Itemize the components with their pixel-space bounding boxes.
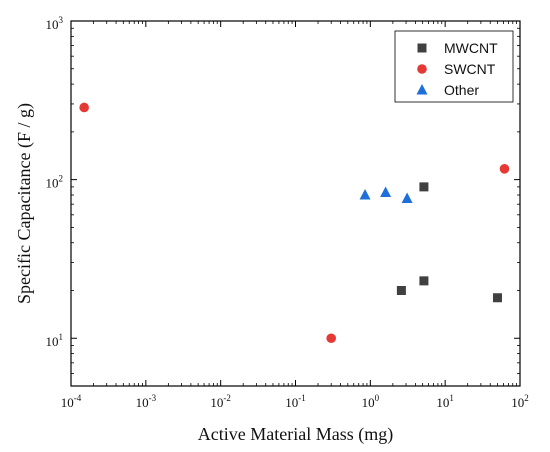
other-point [380,186,392,197]
legend-label-other: Other [444,82,479,98]
legend-label-mwcnt: MWCNT [444,40,498,56]
data-points [79,102,510,344]
x-tick-label: 10-3 [136,393,157,410]
x-tick-label: 10-4 [61,393,82,410]
legend-marker-mwcnt [417,43,427,53]
y-axis-label: Specific Capacitance (F / g) [14,103,35,304]
swcnt-point [499,164,510,174]
y-axis: 101 102 103 [46,15,520,374]
legend-marker-swcnt [417,64,427,74]
legend: MWCNT SWCNT Other [394,30,514,103]
mwcnt-point [492,293,502,303]
x-tick-label: 10-1 [285,393,306,410]
legend-marker-other [416,84,428,95]
mwcnt-point [396,285,406,295]
mwcnt-point [419,182,429,192]
y-tick-label: 103 [46,15,64,32]
y-tick-label: 102 [46,174,64,191]
y-tick-label: 101 [46,332,64,349]
x-axis-label: Active Material Mass (mg) [198,424,393,445]
x-tick-label: 10-2 [210,393,231,410]
legend-label-swcnt: SWCNT [444,61,496,77]
swcnt-point [79,102,89,113]
legend-box [394,30,514,103]
x-tick-label: 101 [436,393,454,410]
swcnt-point [326,333,337,344]
other-point [401,192,413,204]
other-point [359,188,371,200]
x-tick-label: 102 [511,393,529,410]
x-tick-label: 100 [362,393,380,410]
mwcnt-point [419,276,429,286]
x-axis: 10-4 10-3 10-2 10-1 100 101 102 [61,21,529,410]
